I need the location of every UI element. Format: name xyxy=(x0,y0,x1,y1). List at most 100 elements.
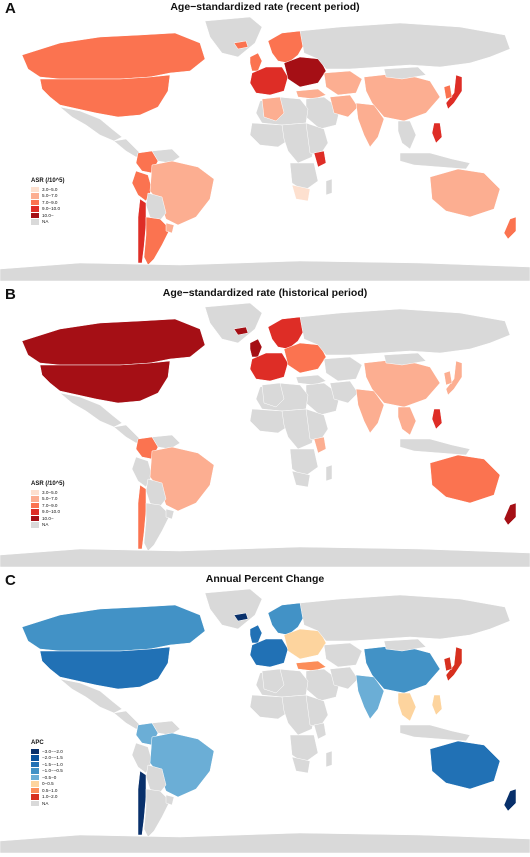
region-mongolia xyxy=(383,638,427,652)
legend-item: 1.0−2.0 xyxy=(31,794,63,801)
legend-item: 0−0.5 xyxy=(31,781,63,788)
region-eastern-europe xyxy=(283,342,327,374)
legend-item: 3.0−5.0 xyxy=(31,489,65,496)
region-scandinavia xyxy=(267,30,307,64)
region-usa xyxy=(39,74,171,118)
panel-title: Age−standardized rate (recent period) xyxy=(170,1,360,13)
region-algeria xyxy=(261,668,285,694)
region-peru xyxy=(131,742,153,774)
region-western-europe xyxy=(249,352,289,382)
region-korea xyxy=(443,656,453,672)
region-russia xyxy=(299,22,511,70)
legend-label: −0.5−0 xyxy=(42,774,57,780)
legend-item: 7.0−9.0 xyxy=(31,199,65,206)
legend-label: 1.0−2.0 xyxy=(42,794,58,800)
region-central-asia xyxy=(323,70,363,96)
panel-letter: C xyxy=(5,572,16,589)
region-mexico xyxy=(59,392,123,428)
region-usa xyxy=(39,360,171,404)
region-argentina xyxy=(143,216,171,266)
legend-label: 9.0−10.0 xyxy=(42,206,61,212)
region-indonesia xyxy=(399,152,471,170)
legend-label: 3.0−5.0 xyxy=(42,489,58,495)
region-philippines xyxy=(431,408,443,430)
legend-label: 0.5−1.0 xyxy=(42,787,58,793)
region-japan xyxy=(445,646,463,682)
region-madagascar xyxy=(325,750,333,768)
region-southeast-asia xyxy=(397,120,417,150)
legend-item: −2.0−−1.5 xyxy=(31,755,63,762)
region-argentina xyxy=(143,788,171,838)
region-kenya xyxy=(313,436,327,454)
region-iran xyxy=(329,666,359,690)
legend-swatch xyxy=(31,768,39,774)
region-canada xyxy=(21,604,206,652)
legend-label: 7.0−9.0 xyxy=(42,502,58,508)
region-uk xyxy=(249,624,263,644)
region-indonesia xyxy=(399,438,471,456)
region-southern-africa xyxy=(289,734,319,764)
region-peru xyxy=(131,170,153,202)
region-east-africa xyxy=(305,122,329,156)
region-south-africa xyxy=(291,184,311,202)
region-greenland xyxy=(204,588,263,630)
region-australia xyxy=(429,454,501,504)
legend-swatch xyxy=(31,206,39,212)
region-peru xyxy=(131,456,153,488)
region-eastern-europe xyxy=(283,56,327,88)
legend-item: 0.5−1.0 xyxy=(31,787,63,794)
region-chile xyxy=(137,484,147,550)
legend-item: 10.0− xyxy=(31,212,65,219)
legend-swatch xyxy=(31,186,39,192)
legend-item: 5.0−7.0 xyxy=(31,496,65,503)
region-east-africa xyxy=(305,694,329,728)
region-antarctica xyxy=(0,832,530,853)
region-iceland xyxy=(233,612,249,622)
legend-title: ASR (/10^5) xyxy=(31,178,65,184)
region-australia xyxy=(429,168,501,218)
region-chile xyxy=(137,198,147,264)
region-new-zealand xyxy=(503,502,517,526)
legend-label: −1.5−−1.0 xyxy=(42,761,63,767)
region-uruguay xyxy=(165,794,175,806)
panel-a: A Age−standardized rate (recent period) … xyxy=(0,0,530,285)
world-map xyxy=(0,588,530,853)
region-uk xyxy=(249,52,263,72)
legend-item: NA xyxy=(31,522,65,529)
region-venezuela xyxy=(151,148,181,164)
legend-item: 5.0−7.0 xyxy=(31,193,65,200)
legend-item: NA xyxy=(31,219,65,226)
legend-label: −2.0−−1.5 xyxy=(42,755,63,761)
legend: APC −3.0−−2.0 −2.0−−1.5 −1.5−−1.0 −1.0−−0.5… xyxy=(31,740,63,807)
region-iceland xyxy=(233,326,249,336)
legend-swatch xyxy=(31,219,39,225)
region-uk xyxy=(249,338,263,358)
legend-swatch xyxy=(31,515,39,521)
region-western-europe xyxy=(249,66,289,96)
legend-swatch xyxy=(31,781,39,787)
legend: ASR (/10^5) 3.0−5.0 5.0−7.0 7.0−9.0 9.0−10.… xyxy=(31,178,65,225)
region-antarctica xyxy=(0,546,530,567)
region-philippines xyxy=(431,122,443,144)
region-kenya xyxy=(313,722,327,740)
region-scandinavia xyxy=(267,316,307,350)
world-map xyxy=(0,302,530,567)
legend: ASR (/10^5) 3.0−5.0 5.0−7.0 7.0−9.0 9.0−10.… xyxy=(31,481,65,528)
region-greenland xyxy=(204,16,263,58)
panel-letter: A xyxy=(5,0,16,17)
region-uruguay xyxy=(165,222,175,234)
region-south-africa xyxy=(291,756,311,774)
region-eastern-europe xyxy=(283,628,327,660)
legend-item: 9.0−10.0 xyxy=(31,206,65,213)
region-turkey xyxy=(295,374,327,386)
legend-swatch xyxy=(31,509,39,515)
region-southeast-asia xyxy=(397,406,417,436)
legend-swatch xyxy=(31,212,39,218)
legend-item: −1.0−−0.5 xyxy=(31,768,63,775)
legend-swatch xyxy=(31,787,39,793)
legend-label: −1.0−−0.5 xyxy=(42,768,63,774)
legend-label: 10.0− xyxy=(42,515,54,521)
region-mexico xyxy=(59,106,123,142)
region-australia xyxy=(429,740,501,790)
legend-item: −3.0−−2.0 xyxy=(31,748,63,755)
